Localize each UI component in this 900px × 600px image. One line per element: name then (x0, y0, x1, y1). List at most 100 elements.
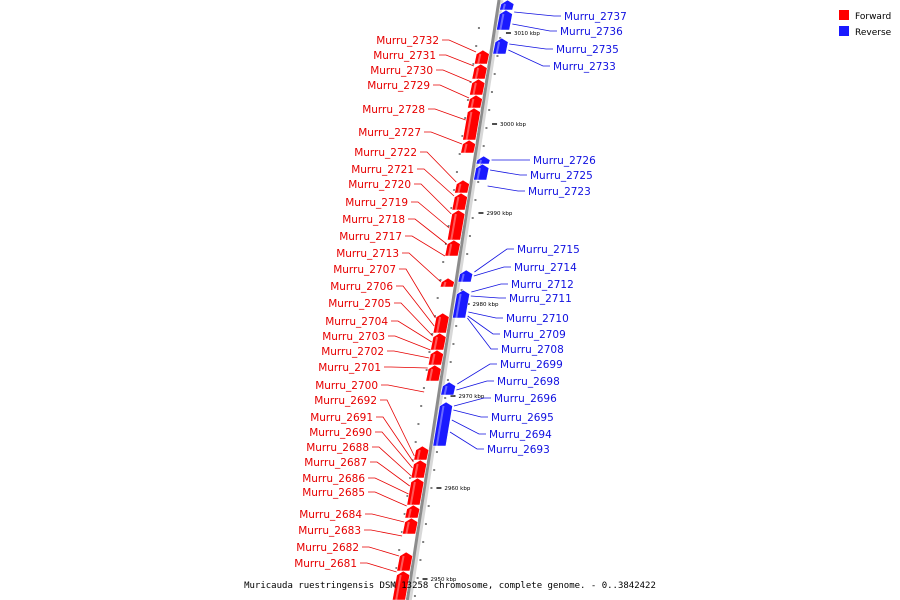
reverse-gene-label[interactable]: Murru_2711 (509, 293, 572, 305)
forward-gene-label[interactable]: Murru_2707 (333, 264, 396, 276)
gene-highlight (435, 405, 445, 447)
reverse-gene-label[interactable]: Murru_2708 (501, 344, 564, 356)
forward-leader-line (405, 235, 446, 257)
reverse-gene-block (492, 37, 509, 55)
forward-leader-line (362, 546, 400, 557)
forward-leader-line (414, 183, 452, 215)
forward-gene-label[interactable]: Murru_2705 (328, 298, 391, 310)
legend-reverse-swatch (839, 26, 849, 36)
reverse-gene-label[interactable]: Murru_2712 (511, 279, 574, 291)
forward-gene-label[interactable]: Murru_2706 (330, 281, 393, 293)
reverse-gene-label[interactable]: Murru_2723 (528, 186, 591, 198)
forward-gene-label[interactable]: Murru_2720 (348, 179, 411, 191)
forward-gene-block (469, 78, 486, 96)
forward-gene-label[interactable]: Murru_2719 (345, 197, 408, 209)
forward-leader-line (387, 350, 430, 359)
reverse-leader-line (487, 185, 525, 192)
forward-gene-label[interactable]: Murru_2729 (367, 80, 430, 92)
forward-gene-label[interactable]: Murru_2682 (296, 542, 359, 554)
reverse-gene-label[interactable]: Murru_2695 (491, 412, 554, 424)
forward-leader-line (433, 84, 470, 99)
forward-gene-label[interactable]: Murru_2721 (351, 164, 414, 176)
reverse-gene-label[interactable]: Murru_2733 (553, 61, 616, 73)
forward-gene-block (467, 94, 483, 109)
forward-gene-label[interactable]: Murru_2692 (314, 395, 377, 407)
forward-gene-label[interactable]: Murru_2730 (370, 65, 433, 77)
reverse-leader-line (471, 283, 508, 293)
forward-gene-label[interactable]: Murru_2691 (310, 412, 373, 424)
forward-leader-line (402, 252, 442, 283)
gene-highlight (428, 368, 434, 382)
genome-axis (405, 0, 501, 600)
forward-gene-label[interactable]: Murru_2688 (306, 442, 369, 454)
reverse-gene-label[interactable]: Murru_2709 (503, 329, 566, 341)
legend: Forward Reverse (839, 10, 892, 38)
gene-highlight (416, 449, 421, 461)
reverse-gene-label[interactable]: Murru_2736 (560, 26, 623, 38)
forward-leader-line (420, 151, 457, 183)
forward-gene-label[interactable]: Murru_2704 (325, 316, 388, 328)
forward-gene-label[interactable]: Murru_2732 (376, 35, 439, 47)
gene-highlight (478, 159, 483, 165)
forward-gene-label[interactable]: Murru_2727 (358, 127, 421, 139)
reverse-gene-label[interactable]: Murru_2698 (497, 376, 560, 388)
gene-highlight (499, 13, 505, 31)
forward-gene-label[interactable]: Murru_2686 (302, 473, 365, 485)
forward-gene-label[interactable]: Murru_2713 (336, 248, 399, 260)
forward-gene-label[interactable]: Murru_2687 (304, 457, 367, 469)
forward-gene-label[interactable]: Murru_2690 (309, 427, 372, 439)
gene-highlight (450, 213, 457, 241)
reverse-gene-label[interactable]: Murru_2694 (489, 429, 552, 441)
reverse-gene-label[interactable]: Murru_2714 (514, 262, 577, 274)
reverse-gene-label[interactable]: Murru_2725 (530, 170, 593, 182)
reverse-gene-block (499, 0, 515, 11)
forward-leader-line (408, 218, 447, 245)
gene-highlight (474, 67, 480, 80)
reverse-leader-line (453, 397, 491, 407)
forward-gene-label[interactable]: Murru_2717 (339, 231, 402, 243)
forward-gene-label[interactable]: Murru_2684 (299, 509, 362, 521)
forward-gene-label[interactable]: Murru_2718 (342, 214, 405, 226)
forward-gene-block (439, 277, 455, 288)
forward-gene-label[interactable]: Murru_2722 (354, 147, 417, 159)
reverse-gene-label[interactable]: Murru_2696 (494, 393, 557, 405)
reverse-gene-label[interactable]: Murru_2726 (533, 155, 596, 167)
reverse-leader-line (512, 23, 557, 32)
forward-leader-line (428, 108, 466, 121)
forward-gene-label[interactable]: Murru_2700 (315, 380, 378, 392)
forward-gene-block (454, 179, 470, 194)
reverse-leader-line (467, 315, 500, 335)
reverse-gene-block (475, 155, 491, 165)
forward-leader-line (375, 431, 413, 469)
forward-gene-label[interactable]: Murru_2702 (321, 346, 384, 358)
forward-leader-line (384, 366, 428, 369)
forward-gene-label[interactable]: Murru_2683 (298, 525, 361, 537)
gene-highlight (431, 353, 436, 366)
forward-gene-label[interactable]: Murru_2703 (322, 331, 385, 343)
reverse-gene-label[interactable]: Murru_2737 (564, 11, 627, 23)
reverse-gene-block (496, 9, 513, 31)
forward-gene-label[interactable]: Murru_2685 (302, 487, 365, 499)
gene-highlight (433, 336, 438, 351)
forward-gene-label[interactable]: Murru_2731 (373, 50, 436, 62)
reverse-gene-label[interactable]: Murru_2699 (500, 359, 563, 371)
reverse-gene-label[interactable]: Murru_2710 (506, 313, 569, 325)
reverse-gene-label[interactable]: Murru_2715 (517, 244, 580, 256)
reverse-gene-label[interactable]: Murru_2735 (556, 44, 619, 56)
forward-gene-label[interactable]: Murru_2681 (294, 558, 357, 570)
forward-leader-line (376, 416, 414, 463)
reverse-leader-line (470, 295, 506, 299)
gene-highlight (413, 463, 419, 479)
gene-highlight (470, 98, 475, 109)
forward-leader-line (436, 69, 472, 83)
gene-highlight (409, 481, 416, 506)
reverse-gene-label[interactable]: Murru_2693 (487, 444, 550, 456)
forward-leader-line (368, 477, 409, 495)
tick-label: 3000 kbp (500, 122, 526, 128)
reverse-gene-block (432, 401, 453, 447)
genome-caption: Muricauda ruestringensis DSM 13258 chrom… (244, 581, 656, 591)
forward-gene-block (430, 332, 447, 351)
forward-gene-label[interactable]: Murru_2701 (318, 362, 381, 374)
forward-gene-label[interactable]: Murru_2728 (362, 104, 425, 116)
